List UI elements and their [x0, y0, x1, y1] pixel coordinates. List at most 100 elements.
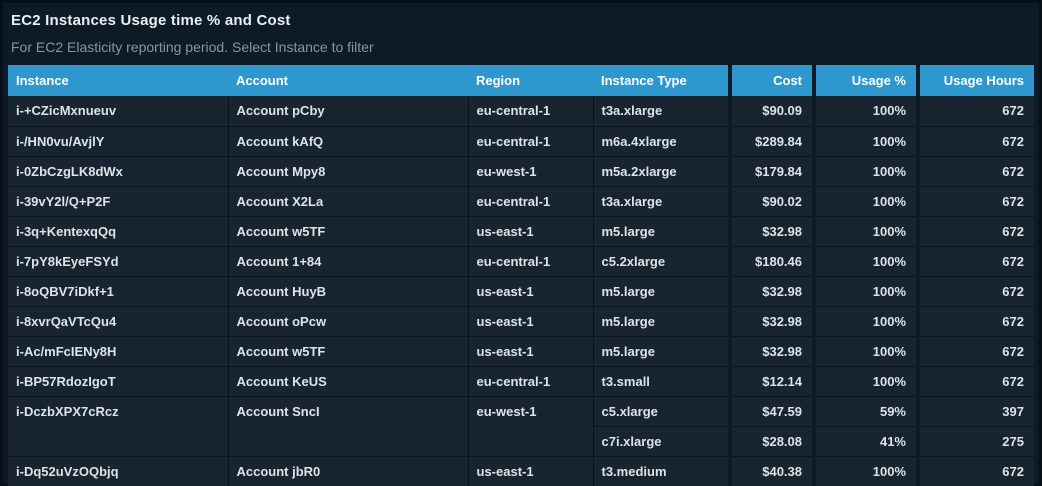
column-header-instance[interactable]: Instance: [8, 65, 228, 96]
cell-instance[interactable]: i-0ZbCzgLK8dWx: [8, 156, 228, 187]
table-row[interactable]: i-8oQBV7iDkf+1 Account HuyB us-east-1 m5…: [8, 276, 1034, 307]
cell-account: Account w5TF: [227, 216, 468, 247]
cell-usage-hours: 672: [916, 276, 1034, 307]
cell-usage-percent: 59%: [812, 396, 918, 427]
table-row[interactable]: i-3q+KentexqQq Account w5TF us-east-1 m5…: [8, 216, 1034, 247]
cell-instance-type: c5.xlarge: [592, 396, 730, 427]
cell-instance-type: t3.medium: [592, 456, 730, 486]
cell-usage-percent: 100%: [812, 126, 918, 157]
cell-cost: $47.59: [728, 396, 814, 427]
cell-region: eu-central-1: [467, 96, 593, 127]
column-header-account[interactable]: Account: [228, 65, 468, 96]
cell-usage-hours: 672: [916, 96, 1034, 127]
cell-account: Account Mpy8: [227, 156, 468, 187]
cell-instance-type: c5.2xlarge: [592, 246, 730, 277]
cell-instance-type: t3a.xlarge: [592, 96, 730, 127]
instances-table: Instance Account Region Instance Type Co…: [8, 65, 1034, 486]
cell-cost: $90.09: [728, 96, 814, 127]
cell-instance-type: m5.large: [592, 276, 730, 307]
cell-instance-type: c7i.xlarge: [592, 426, 730, 457]
cell-instance[interactable]: i-8oQBV7iDkf+1: [8, 276, 228, 307]
table-row[interactable]: i-8xvrQaVTcQu4 Account oPcw us-east-1 m5…: [8, 306, 1034, 337]
cell-account: Account oPcw: [227, 306, 468, 337]
widget-subtitle: For EC2 Elasticity reporting period. Sel…: [11, 39, 374, 55]
cell-cost: $289.84: [728, 126, 814, 157]
cell-region: us-east-1: [467, 336, 593, 367]
cell-instance[interactable]: i-39vY2l/Q+P2F: [8, 186, 228, 217]
widget-header: EC2 Instances Usage time % and Cost For …: [0, 0, 1042, 65]
cell-instance[interactable]: i-DczbXPX7cRcz: [8, 396, 228, 457]
table-subrow[interactable]: c7i.xlarge $28.08 41% 275: [8, 426, 1034, 457]
cell-instance-type: m5.large: [592, 306, 730, 337]
cell-region: eu-central-1: [467, 366, 593, 397]
cell-region: us-east-1: [467, 306, 593, 337]
table-row[interactable]: i-39vY2l/Q+P2F Account X2La eu-central-1…: [8, 186, 1034, 217]
table-row[interactable]: i-7pY8kEyeFSYd Account 1+84 eu-central-1…: [8, 246, 1034, 277]
column-header-usage-percent[interactable]: Usage %: [812, 65, 918, 96]
cell-usage-hours: 672: [916, 186, 1034, 217]
cell-instance[interactable]: i-3q+KentexqQq: [8, 216, 228, 247]
cell-usage-percent: 100%: [812, 456, 918, 486]
cell-usage-percent: 100%: [812, 276, 918, 307]
cell-instance[interactable]: i-8xvrQaVTcQu4: [8, 306, 228, 337]
cell-usage-percent: 100%: [812, 216, 918, 247]
cell-account: Account 1+84: [227, 246, 468, 277]
cell-cost: $12.14: [728, 366, 814, 397]
table-header-row: Instance Account Region Instance Type Co…: [8, 65, 1034, 96]
cell-cost: $32.98: [728, 336, 814, 367]
cell-cost: $179.84: [728, 156, 814, 187]
column-header-cost[interactable]: Cost: [728, 65, 814, 96]
cell-instance[interactable]: i-Dq52uVzOQbjq: [8, 456, 228, 486]
cell-usage-hours: 672: [916, 366, 1034, 397]
cell-instance-type: m5.large: [592, 216, 730, 247]
cell-region: us-east-1: [467, 276, 593, 307]
cell-usage-percent: 100%: [812, 336, 918, 367]
table-row[interactable]: i-Dq52uVzOQbjq Account jbR0 us-east-1 t3…: [8, 456, 1034, 486]
table-row[interactable]: i-Ac/mFcIENy8H Account w5TF us-east-1 m5…: [8, 336, 1034, 367]
cell-instance[interactable]: i-Ac/mFcIENy8H: [8, 336, 228, 367]
cell-region: eu-central-1: [467, 186, 593, 217]
table-row[interactable]: i-0ZbCzgLK8dWx Account Mpy8 eu-west-1 m5…: [8, 156, 1034, 187]
cell-usage-hours: 672: [916, 456, 1034, 486]
table-row[interactable]: i-/HN0vu/AvjlY Account kAfQ eu-central-1…: [8, 126, 1034, 157]
cell-instance[interactable]: i-+CZicMxnueuv: [8, 96, 228, 127]
cell-usage-percent: 100%: [812, 366, 918, 397]
cell-region: eu-west-1: [467, 156, 593, 187]
cell-instance-type: m5.large: [592, 336, 730, 367]
cell-instance-type: m5a.2xlarge: [592, 156, 730, 187]
cell-usage-hours: 672: [916, 246, 1034, 277]
cell-account: Account SncI: [227, 396, 468, 457]
cell-region: eu-west-1: [467, 396, 593, 457]
cell-region: eu-central-1: [467, 246, 593, 277]
cell-account: Account KeUS: [227, 366, 468, 397]
cell-instance[interactable]: i-7pY8kEyeFSYd: [8, 246, 228, 277]
cell-account: Account w5TF: [227, 336, 468, 367]
cell-usage-hours: 397: [916, 396, 1034, 427]
cell-usage-percent: 100%: [812, 186, 918, 217]
table-row[interactable]: i-DczbXPX7cRcz Account SncI eu-west-1 c5…: [8, 396, 1034, 457]
cell-region: us-east-1: [467, 216, 593, 247]
cell-account: Account X2La: [227, 186, 468, 217]
column-header-region[interactable]: Region: [468, 65, 593, 96]
cell-cost: $90.02: [728, 186, 814, 217]
table-row[interactable]: i-+CZicMxnueuv Account pCby eu-central-1…: [8, 96, 1034, 127]
column-header-usage-hours[interactable]: Usage Hours: [916, 65, 1034, 96]
cell-instance[interactable]: i-/HN0vu/AvjlY: [8, 126, 228, 157]
cell-cost: $32.98: [728, 216, 814, 247]
cell-account: Account HuyB: [227, 276, 468, 307]
cell-account: Account kAfQ: [227, 126, 468, 157]
column-header-instance-type[interactable]: Instance Type: [593, 65, 730, 96]
cell-cost: $32.98: [728, 276, 814, 307]
cell-instance-type: m6a.4xlarge: [592, 126, 730, 157]
cell-usage-percent: 100%: [812, 96, 918, 127]
cell-instance-type: t3.small: [592, 366, 730, 397]
cell-cost: $180.46: [728, 246, 814, 277]
cell-instance-type: t3a.xlarge: [592, 186, 730, 217]
cell-usage-hours: 275: [916, 426, 1034, 457]
cell-instance[interactable]: i-BP57RdozIgoT: [8, 366, 228, 397]
cell-account: Account jbR0: [227, 456, 468, 486]
table-row[interactable]: i-BP57RdozIgoT Account KeUS eu-central-1…: [8, 366, 1034, 397]
cell-usage-percent: 100%: [812, 306, 918, 337]
cell-region: us-east-1: [467, 456, 593, 486]
